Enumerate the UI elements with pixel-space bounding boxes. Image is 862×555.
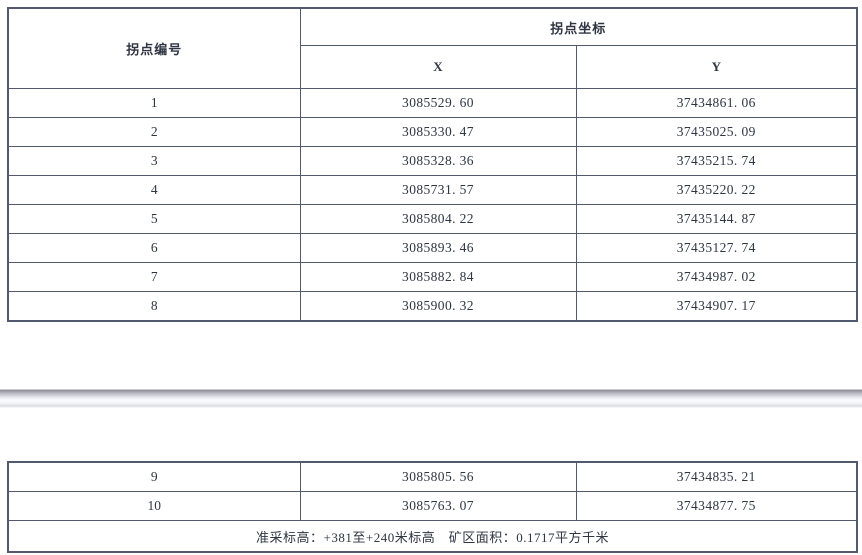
cell-y: 37434861. 06 — [575, 88, 859, 118]
cell-point-number: 2 — [7, 117, 301, 147]
cell-x: 3085882. 84 — [299, 262, 577, 292]
cell-x: 3085529. 60 — [299, 88, 577, 118]
cell-point-number: 7 — [7, 262, 301, 292]
cell-y: 37434907. 17 — [575, 291, 859, 322]
table-row: 6 3085893. 46 37435127. 74 — [7, 233, 859, 263]
table-row: 3 3085328. 36 37435215. 74 — [7, 146, 859, 176]
cell-y: 37435220. 22 — [575, 175, 859, 205]
table-header-row-2: X Y — [8, 45, 859, 89]
table-row: 7 3085882. 84 37434987. 02 — [7, 262, 859, 292]
table-row: 5 3085804. 22 37435144. 87 — [7, 204, 859, 234]
cell-y: 37434987. 02 — [575, 262, 859, 292]
page-break-divider — [0, 389, 862, 408]
cell-y: 37435144. 87 — [575, 204, 859, 234]
header-coordinates-group: 拐点坐标 — [299, 7, 859, 46]
table-header: 拐点编号 拐点坐标 X Y — [7, 7, 859, 89]
cell-x: 3085805. 56 — [299, 461, 577, 492]
table-body-top: 1 3085529. 60 37434861. 06 2 3085330. 47… — [7, 88, 859, 322]
cell-point-number: 1 — [7, 88, 301, 118]
table-row: 10 3085763. 07 37434877. 75 — [7, 491, 858, 521]
cell-y: 37435127. 74 — [575, 233, 859, 263]
cell-y: 37435215. 74 — [575, 146, 859, 176]
cell-y: 37434835. 21 — [575, 461, 858, 492]
coordinate-table-bottom: 9 3085805. 56 37434835. 21 10 3085763. 0… — [7, 461, 858, 553]
cell-x: 3085731. 57 — [299, 175, 577, 205]
cell-x: 3085763. 07 — [299, 491, 577, 521]
header-y: Y — [575, 45, 859, 89]
cell-point-number: 5 — [7, 204, 301, 234]
cell-point-number: 10 — [7, 491, 301, 521]
footer-note: 准采标高：+381至+240米标高 矿区面积：0.1717平方千米 — [7, 520, 858, 553]
cell-x: 3085893. 46 — [299, 233, 577, 263]
table-header-row-1: 拐点编号 拐点坐标 — [7, 7, 859, 89]
cell-y: 37435025. 09 — [575, 117, 859, 147]
cell-x: 3085804. 22 — [299, 204, 577, 234]
cell-point-number: 8 — [7, 291, 301, 322]
table-row: 1 3085529. 60 37434861. 06 — [7, 88, 859, 118]
table-row: 2 3085330. 47 37435025. 09 — [7, 117, 859, 147]
header-point-number: 拐点编号 — [7, 7, 301, 89]
cell-x: 3085328. 36 — [299, 146, 577, 176]
table-row: 9 3085805. 56 37434835. 21 — [7, 461, 858, 492]
cell-y: 37434877. 75 — [575, 491, 858, 521]
cell-x: 3085330. 47 — [299, 117, 577, 147]
cell-point-number: 9 — [7, 461, 301, 492]
table-footer-row: 准采标高：+381至+240米标高 矿区面积：0.1717平方千米 — [7, 520, 858, 553]
table-row: 4 3085731. 57 37435220. 22 — [7, 175, 859, 205]
cell-point-number: 3 — [7, 146, 301, 176]
header-x: X — [299, 45, 577, 89]
cell-point-number: 4 — [7, 175, 301, 205]
cell-x: 3085900. 32 — [299, 291, 577, 322]
table-row: 8 3085900. 32 37434907. 17 — [7, 291, 859, 322]
cell-point-number: 6 — [7, 233, 301, 263]
table-body-bottom: 9 3085805. 56 37434835. 21 10 3085763. 0… — [7, 461, 858, 553]
coordinate-table-top: 拐点编号 拐点坐标 X Y 1 3085529. 60 37434861. 06… — [7, 7, 859, 322]
